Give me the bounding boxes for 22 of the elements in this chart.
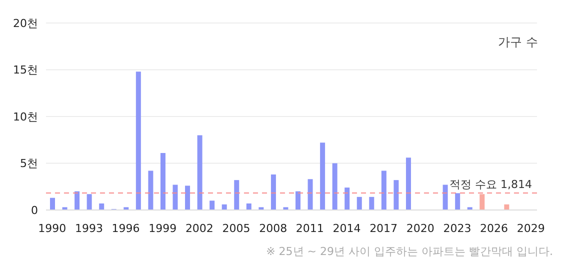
x-tick-label: 2023: [443, 222, 472, 235]
x-tick-label: 2011: [296, 222, 324, 235]
y-axis-title: 가구 수: [498, 35, 538, 49]
x-tick-label: 1996: [112, 222, 140, 235]
y-tick-label: 20천: [13, 16, 38, 30]
x-tick-label: 2020: [406, 222, 434, 235]
x-tick-label: 2017: [370, 222, 398, 235]
text: ※ 25년 ~ 29년 사이 입주하는 아파트는 빨간막대 입니다.: [266, 244, 553, 259]
x-tick-label: 2026: [480, 222, 508, 235]
x-tick-label: 1999: [148, 222, 177, 235]
x-tick-label: 2008: [259, 222, 288, 235]
y-tick-label: 15천: [13, 64, 38, 77]
x-tick-label: 1990: [38, 222, 66, 235]
ref-line-label: 적정 수요 1,814: [450, 178, 532, 192]
x-tick-label: 1993: [74, 222, 103, 235]
y-tick-label: 10천: [13, 110, 38, 124]
x-tick-label: 2002: [185, 222, 214, 235]
x-tick-label: 2029: [516, 222, 545, 235]
x-tick-label: 2005: [222, 222, 250, 235]
y-tick-label: 5천: [20, 157, 38, 170]
y-tick-label: 0: [31, 204, 38, 217]
x-tick-label: 2014: [332, 222, 361, 235]
